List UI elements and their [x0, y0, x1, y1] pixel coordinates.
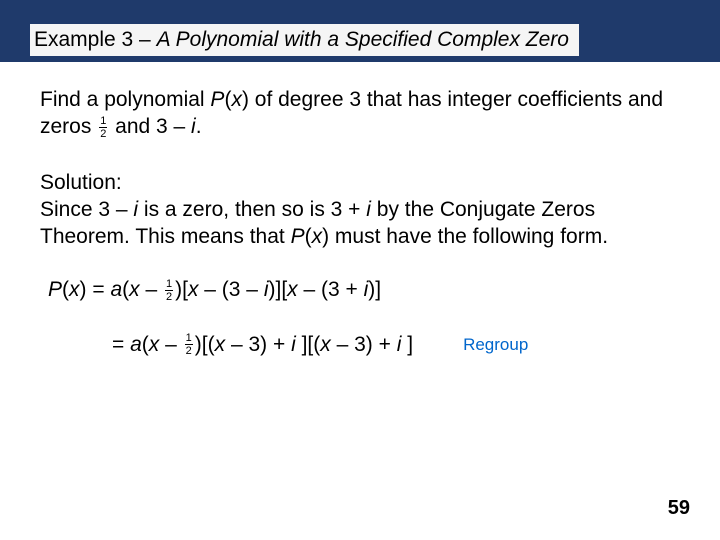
txt: – [159, 333, 182, 356]
fraction-half: 12 [163, 279, 175, 303]
txt: – 3) + [225, 333, 291, 356]
txt: ( [142, 333, 149, 356]
txt: = [112, 333, 130, 356]
var-x: x [312, 225, 323, 248]
txt: – [140, 278, 163, 301]
txt: – 3) + [331, 333, 397, 356]
equation-2: = a(x – 12)[(x – 3) + i ][(x – 3) + i ] [112, 333, 413, 357]
equation-2-row: = a(x – 12)[(x – 3) + i ][(x – 3) + i ] … [40, 333, 680, 357]
numerator: 1 [99, 116, 107, 128]
solution-label: Solution: [40, 171, 122, 194]
fraction-half: 12 [97, 116, 109, 140]
txt: ( [62, 278, 69, 301]
problem-statement: Find a polynomial P(x) of degree 3 that … [40, 86, 680, 141]
var-x: x [287, 278, 298, 301]
txt: )] [368, 278, 381, 301]
numerator: 1 [165, 279, 173, 291]
var-x: x [231, 88, 242, 111]
txt: )[( [195, 333, 215, 356]
denominator: 2 [186, 345, 192, 357]
txt: ) = [80, 278, 111, 301]
equation-1: P(x) = a(x – 12)[x – (3 – i)][x – (3 + i… [40, 278, 680, 302]
txt: ) must have the following form. [322, 225, 608, 248]
var-x: x [129, 278, 140, 301]
page-number: 59 [668, 497, 690, 520]
txt: – (3 + [298, 278, 364, 301]
var-p: P [48, 278, 62, 301]
slide-header: Example 3 – A Polynomial with a Specifie… [0, 0, 720, 62]
var-x: x [149, 333, 160, 356]
var-p: P [291, 225, 305, 248]
txt: and 3 – [109, 115, 191, 138]
txt: is a zero, then so is 3 + [138, 198, 366, 221]
txt: ( [305, 225, 312, 248]
numerator: 1 [185, 333, 193, 345]
txt: )][ [269, 278, 288, 301]
txt: )[ [175, 278, 188, 301]
txt: Since 3 – [40, 198, 133, 221]
txt: – (3 – [198, 278, 263, 301]
var-a: a [130, 333, 142, 356]
solution-block: Solution: Since 3 – i is a zero, then so… [40, 169, 680, 251]
denominator: 2 [100, 128, 106, 140]
header-title-box: Example 3 – A Polynomial with a Specifie… [30, 24, 579, 56]
txt: Find a polynomial [40, 88, 210, 111]
var-x: x [69, 278, 80, 301]
header-title: Example 3 – A Polynomial with a Specifie… [34, 28, 569, 51]
var-p: P [210, 88, 224, 111]
header-prefix: Example 3 – [34, 28, 157, 51]
txt: ] [407, 333, 413, 356]
fraction-half: 12 [183, 333, 195, 357]
header-italic: A Polynomial with a Specified Complex Ze… [157, 28, 569, 51]
var-x: x [215, 333, 226, 356]
var-x: x [320, 333, 331, 356]
annotation-regroup: Regroup [463, 335, 528, 355]
var-x: x [188, 278, 199, 301]
txt: ][( [302, 333, 321, 356]
var-a: a [110, 278, 122, 301]
txt: . [196, 115, 202, 138]
denominator: 2 [166, 291, 172, 303]
slide-content: Find a polynomial P(x) of degree 3 that … [0, 62, 720, 357]
